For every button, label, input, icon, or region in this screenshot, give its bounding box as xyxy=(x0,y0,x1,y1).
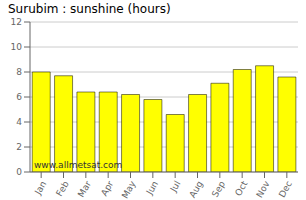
svg-text:4: 4 xyxy=(16,117,22,127)
svg-text:8: 8 xyxy=(16,67,22,77)
svg-text:Oct: Oct xyxy=(233,179,250,198)
svg-text:Aug: Aug xyxy=(187,179,204,199)
svg-text:Sep: Sep xyxy=(210,179,227,199)
svg-text:Dec: Dec xyxy=(277,179,294,199)
svg-text:Feb: Feb xyxy=(54,179,71,198)
svg-text:10: 10 xyxy=(11,42,23,52)
svg-text:Jul: Jul xyxy=(168,179,183,194)
svg-text:12: 12 xyxy=(11,18,22,27)
html-text:Surubim : sunshine (hours): Surubim : sunshine (hours) xyxy=(8,2,171,16)
svg-text:6: 6 xyxy=(16,92,22,102)
html-text:www.allmetsat.com: www.allmetsat.com xyxy=(34,160,123,170)
svg-text:Mar: Mar xyxy=(76,179,93,199)
svg-text:Jun: Jun xyxy=(144,179,160,197)
svg-text:0: 0 xyxy=(16,167,22,177)
svg-text:Jan: Jan xyxy=(32,179,48,197)
svg-text:Nov: Nov xyxy=(254,179,272,200)
svg-text:Apr: Apr xyxy=(99,179,116,198)
svg-text:2: 2 xyxy=(16,142,22,152)
svg-text:May: May xyxy=(120,179,138,200)
